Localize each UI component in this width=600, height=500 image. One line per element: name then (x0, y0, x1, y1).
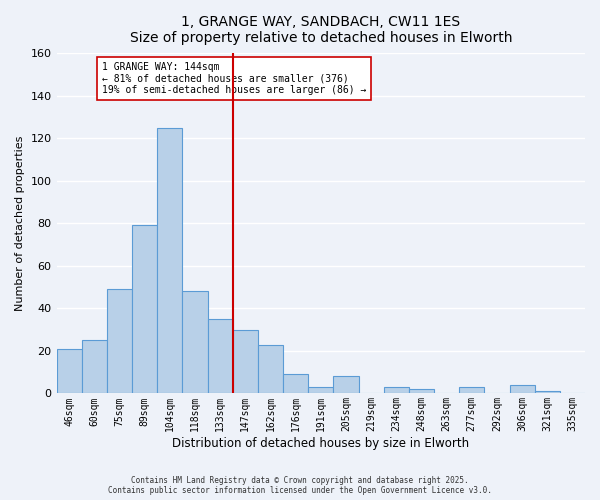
Title: 1, GRANGE WAY, SANDBACH, CW11 1ES
Size of property relative to detached houses i: 1, GRANGE WAY, SANDBACH, CW11 1ES Size o… (130, 15, 512, 45)
Bar (233, 330, 258, 394)
Bar (509, 385, 535, 394)
Bar (535, 392, 560, 394)
Bar (107, 290, 132, 394)
Bar (283, 374, 308, 394)
Bar (157, 128, 182, 394)
Bar (82, 340, 107, 394)
Y-axis label: Number of detached properties: Number of detached properties (15, 136, 25, 311)
Text: 1 GRANGE WAY: 144sqm
← 81% of detached houses are smaller (376)
19% of semi-deta: 1 GRANGE WAY: 144sqm ← 81% of detached h… (102, 62, 366, 95)
Bar (132, 226, 157, 394)
Bar (258, 344, 283, 394)
Text: Contains HM Land Registry data © Crown copyright and database right 2025.
Contai: Contains HM Land Registry data © Crown c… (108, 476, 492, 495)
Bar (459, 387, 484, 394)
Bar (56, 349, 82, 394)
Bar (208, 319, 233, 394)
Bar (334, 376, 359, 394)
Bar (383, 387, 409, 394)
Bar (182, 292, 208, 394)
Bar (308, 387, 334, 394)
X-axis label: Distribution of detached houses by size in Elworth: Distribution of detached houses by size … (172, 437, 469, 450)
Bar (409, 389, 434, 394)
